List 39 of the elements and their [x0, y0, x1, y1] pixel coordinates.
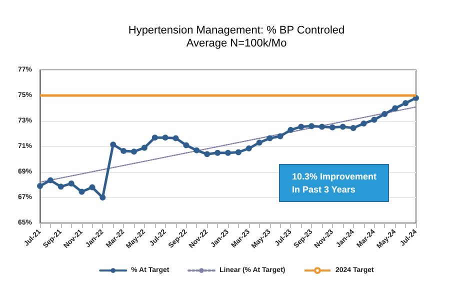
point [141, 144, 148, 151]
annotation: 10.3% Improvement In Past 3 Years [292, 172, 377, 194]
point [78, 188, 85, 195]
point [68, 180, 74, 186]
point [225, 150, 231, 156]
point [256, 140, 262, 146]
point [277, 133, 284, 140]
point [266, 135, 273, 142]
point [120, 148, 127, 154]
point [392, 105, 398, 112]
point [37, 183, 43, 190]
point [350, 125, 356, 132]
point [308, 123, 315, 130]
point [319, 124, 325, 130]
point [246, 145, 252, 152]
chart-title: Hypertension Management: % BP Controled [128, 24, 345, 36]
point [371, 116, 378, 123]
chart-subtitle: Average N=100k/Mo [186, 38, 287, 50]
point [329, 124, 336, 130]
point [288, 126, 294, 133]
point [204, 151, 210, 158]
point [214, 150, 221, 156]
point [110, 142, 116, 148]
point [360, 120, 367, 127]
point [152, 134, 158, 141]
point [183, 142, 190, 148]
point [340, 124, 346, 130]
point [172, 135, 179, 142]
point [131, 148, 137, 155]
point [194, 147, 200, 154]
point [235, 149, 242, 156]
point [402, 100, 409, 106]
point [162, 134, 168, 141]
point [382, 110, 388, 117]
point [89, 184, 96, 190]
point [47, 177, 54, 184]
point [298, 124, 304, 130]
point [58, 184, 64, 190]
point [100, 194, 106, 200]
